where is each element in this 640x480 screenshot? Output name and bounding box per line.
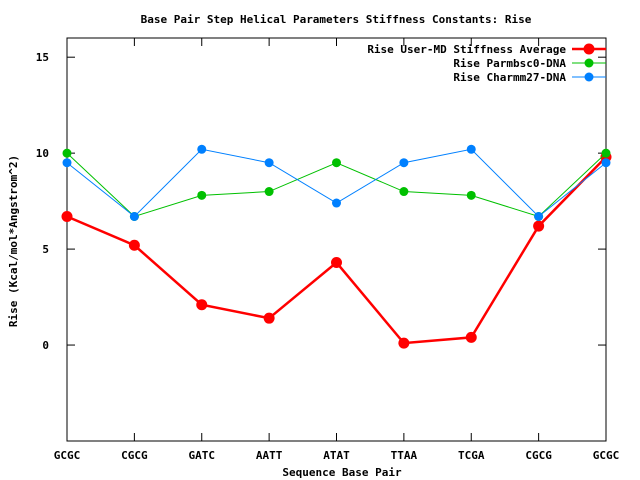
data-point bbox=[264, 158, 274, 168]
data-point bbox=[332, 198, 341, 208]
axis-ticks: 0 5 10 15 GCGC CGCG GATC AATT ATAT TTAA TCGA CGCG GC… bbox=[36, 38, 620, 462]
plot-area-frame bbox=[66, 37, 607, 442]
legend-label: Rise User-MD Stiffness Average bbox=[367, 43, 566, 56]
data-point bbox=[197, 190, 207, 200]
x-axis-label: Sequence Base Pair bbox=[282, 466, 402, 479]
data-point bbox=[332, 158, 341, 168]
legend-marker bbox=[584, 58, 594, 68]
data-point bbox=[398, 337, 410, 349]
legend-label: Rise Charmm27-DNA bbox=[453, 71, 566, 84]
data-point bbox=[263, 312, 275, 324]
y-tick-label: 5 bbox=[42, 243, 49, 256]
data-point bbox=[61, 210, 73, 222]
x-tick-label: CGCG bbox=[525, 449, 552, 462]
data-point bbox=[601, 158, 611, 168]
chart-title: Base Pair Step Helical Parameters Stiffn… bbox=[141, 13, 532, 26]
data-point bbox=[466, 144, 476, 154]
y-axis-label: Rise (Kcal/mol*Angstrom^2) bbox=[7, 155, 20, 327]
y-tick-label: 15 bbox=[36, 51, 49, 64]
data-point bbox=[196, 299, 208, 311]
data-point bbox=[264, 187, 274, 197]
legend-marker bbox=[583, 43, 595, 55]
data-point bbox=[129, 211, 139, 221]
series-2 bbox=[62, 148, 611, 221]
x-tick-label: GCGC bbox=[54, 449, 81, 462]
data-point bbox=[197, 144, 207, 154]
x-tick-label: GATC bbox=[189, 449, 216, 462]
data-point bbox=[601, 148, 611, 158]
x-tick-label: GCGC bbox=[593, 449, 620, 462]
x-tick-label: AATT bbox=[256, 449, 283, 462]
series-line bbox=[66, 156, 607, 345]
data-point bbox=[534, 211, 544, 221]
x-tick-label: ATAT bbox=[323, 449, 350, 462]
legend-marker bbox=[584, 72, 594, 82]
data-point bbox=[331, 257, 342, 269]
data-point bbox=[533, 220, 545, 232]
series-3 bbox=[62, 144, 611, 221]
series-group bbox=[61, 144, 612, 349]
x-tick-label: TCGA bbox=[458, 449, 485, 462]
y-tick-label: 10 bbox=[36, 147, 49, 160]
data-point bbox=[466, 190, 476, 200]
legend-label: Rise Parmbsc0-DNA bbox=[453, 57, 566, 70]
data-point bbox=[62, 158, 72, 168]
series-1 bbox=[61, 151, 612, 349]
data-point bbox=[399, 158, 409, 168]
x-tick-label: CGCG bbox=[121, 449, 148, 462]
data-point bbox=[62, 148, 72, 158]
x-tick-label: TTAA bbox=[391, 449, 418, 462]
y-tick-label: 0 bbox=[42, 339, 49, 352]
data-point bbox=[465, 331, 477, 343]
data-point bbox=[128, 239, 140, 251]
data-point bbox=[399, 187, 409, 197]
